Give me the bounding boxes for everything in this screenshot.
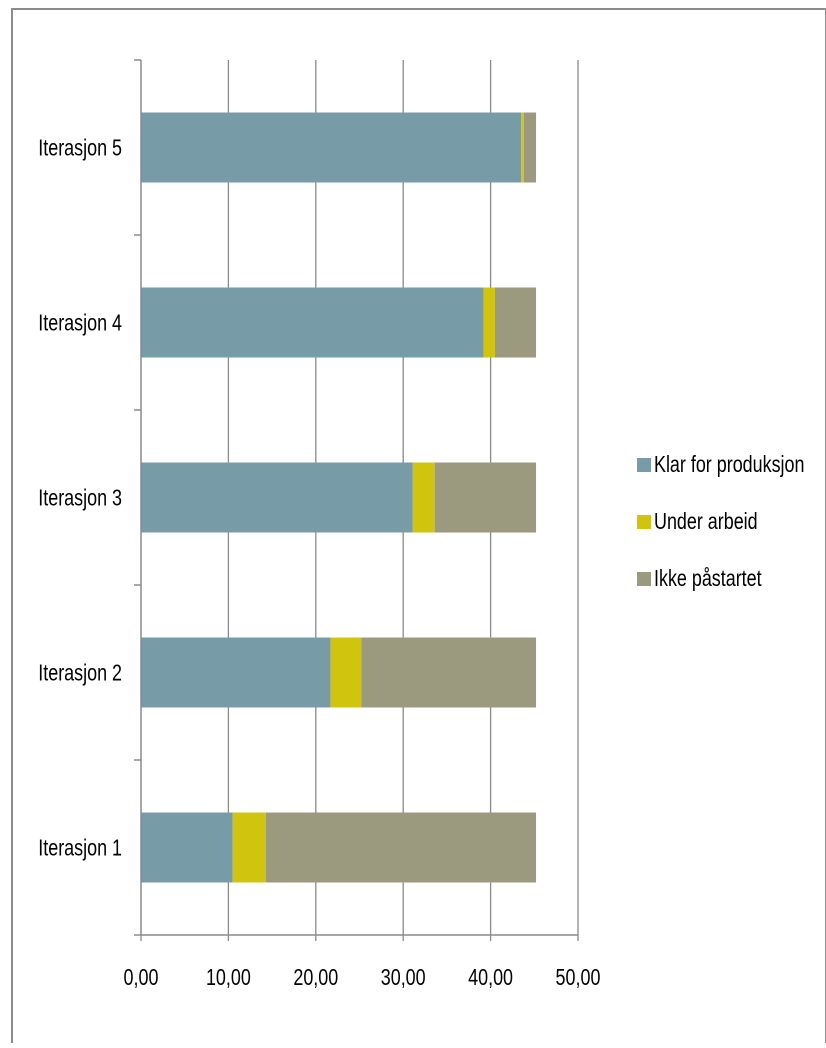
bar-segment bbox=[434, 462, 537, 533]
bar-segment bbox=[521, 112, 524, 183]
bar-segment bbox=[141, 287, 484, 358]
y-category-label: Iterasjon 1 bbox=[38, 835, 122, 861]
legend-label: Klar for produksjon bbox=[654, 452, 804, 478]
y-category-label: Iterasjon 2 bbox=[38, 660, 122, 686]
bar-segment bbox=[361, 637, 537, 708]
x-tick-label: 50,00 bbox=[556, 965, 601, 991]
x-tick-label: 40,00 bbox=[468, 965, 513, 991]
y-category-label: Iterasjon 3 bbox=[38, 485, 122, 511]
legend-swatch bbox=[637, 572, 651, 586]
bar-segment bbox=[232, 812, 266, 883]
y-category-label: Iterasjon 5 bbox=[38, 135, 122, 161]
x-tick-label: 30,00 bbox=[381, 965, 426, 991]
legend-swatch bbox=[637, 515, 651, 529]
bar-segment bbox=[141, 812, 233, 883]
legend-label: Ikke påstartet bbox=[654, 566, 762, 592]
bar-segment bbox=[494, 287, 537, 358]
axes: 0,00 10,00 20,00 30,00 40,00 50,00 Iterasjon 1… bbox=[38, 59, 601, 991]
x-tick-label: 20,00 bbox=[293, 965, 338, 991]
bar-segment bbox=[523, 112, 537, 183]
bar-segment bbox=[141, 462, 413, 533]
bar-segment bbox=[412, 462, 435, 533]
x-tick-label: 0,00 bbox=[124, 965, 159, 991]
bar-segment bbox=[330, 637, 362, 708]
legend-swatch bbox=[637, 458, 651, 472]
y-category-label: Iterasjon 4 bbox=[38, 310, 122, 336]
bar-segment bbox=[141, 637, 331, 708]
x-tick-label: 10,00 bbox=[206, 965, 251, 991]
bar-segment bbox=[483, 287, 495, 358]
bar-segment bbox=[265, 812, 537, 883]
legend: Klar for produksjon Under arbeid Ikke påst… bbox=[637, 452, 804, 592]
legend-label: Under arbeid bbox=[654, 509, 758, 535]
bar-segment bbox=[141, 112, 522, 183]
bars bbox=[141, 112, 537, 883]
